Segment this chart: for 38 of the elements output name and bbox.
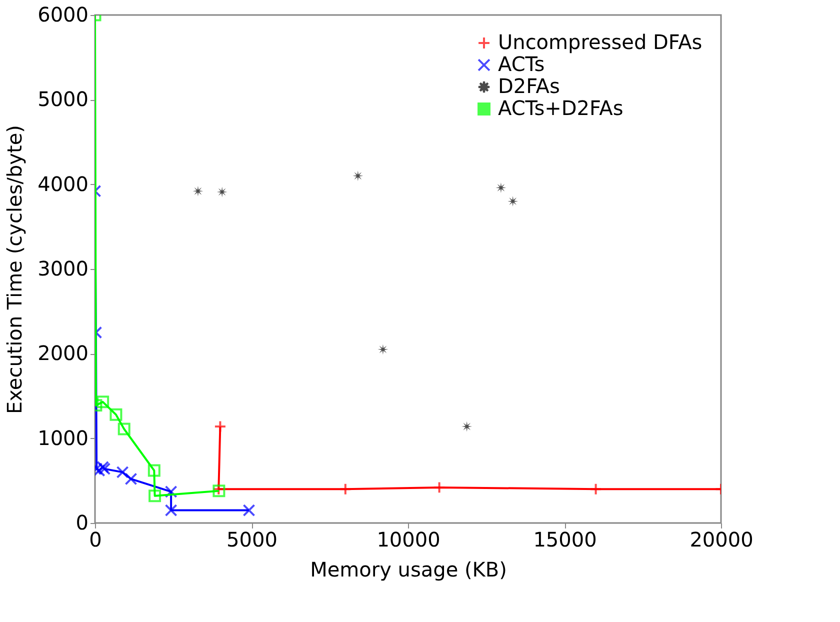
x-tick-label: 5000 bbox=[226, 528, 278, 552]
point bbox=[148, 490, 162, 502]
point bbox=[214, 420, 226, 433]
x-tick-label: 15000 bbox=[533, 528, 597, 552]
y-tick-label: 2000 bbox=[38, 341, 88, 366]
point bbox=[352, 170, 364, 182]
point bbox=[433, 481, 446, 494]
y-tick-label: 4000 bbox=[38, 172, 88, 196]
point bbox=[496, 182, 506, 193]
point bbox=[339, 482, 352, 496]
y-tick-label: 0 bbox=[76, 510, 88, 534]
x-axis-title: Memory usage (KB) bbox=[310, 558, 507, 582]
legend-label: ACTs+D2FAs bbox=[498, 96, 624, 120]
x-tick-label: 20000 bbox=[690, 528, 754, 552]
y-axis-title: Execution Time (cycles/byte) bbox=[2, 125, 27, 414]
point bbox=[164, 485, 178, 498]
legend-label: D2FAs bbox=[498, 74, 560, 98]
y-tick-label: 5000 bbox=[38, 87, 88, 112]
point bbox=[116, 466, 129, 478]
point bbox=[110, 408, 122, 421]
y-tick-label: 6000 bbox=[38, 2, 88, 26]
x-tick-label: 10000 bbox=[376, 528, 440, 552]
legend-label: Uncompressed DFAs bbox=[498, 30, 702, 54]
point bbox=[96, 396, 110, 408]
point bbox=[378, 344, 388, 355]
legend-label: ACTs bbox=[498, 52, 545, 76]
y-tick-label: 1000 bbox=[38, 426, 88, 450]
point bbox=[508, 196, 518, 207]
point bbox=[148, 464, 160, 477]
point bbox=[192, 186, 204, 196]
point bbox=[590, 482, 602, 496]
y-tick-label: 3000 bbox=[38, 256, 88, 280]
point bbox=[462, 421, 472, 432]
point bbox=[216, 186, 228, 198]
point bbox=[124, 472, 138, 486]
point bbox=[242, 504, 256, 517]
point bbox=[118, 422, 130, 436]
point bbox=[164, 504, 178, 517]
